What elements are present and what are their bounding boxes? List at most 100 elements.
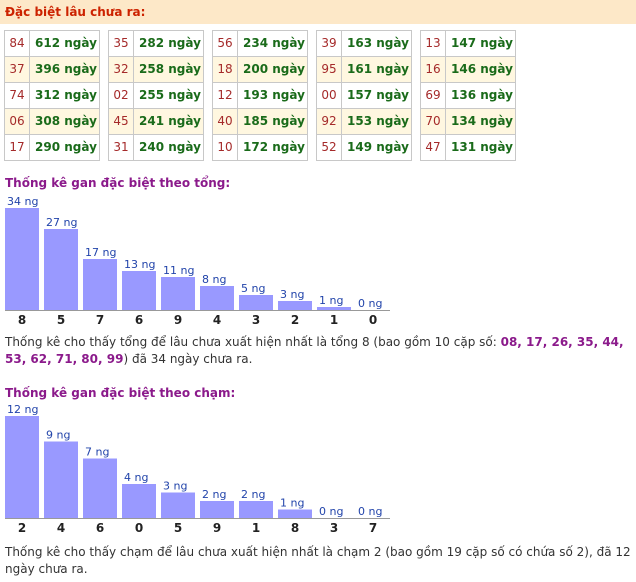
gan-number: 69 — [421, 83, 446, 108]
gan-row: 00 157 ngày — [317, 83, 411, 109]
sum-bar — [83, 259, 117, 310]
gan-days: 134 ngày — [451, 114, 513, 128]
gan-number: 13 — [421, 31, 446, 56]
gan-column: 39 163 ngày 95 161 ngày 00 157 ngày 92 153 ngày… — [316, 30, 412, 161]
gan-row: 70 134 ngày — [421, 109, 515, 135]
gan-days: 161 ngày — [347, 62, 409, 76]
touch-bar-label: 9 ng — [46, 429, 70, 442]
sum-section-title: Thống kê gan đặc biệt theo tổng: — [5, 176, 231, 190]
touch-category-label: 5 — [174, 521, 182, 535]
gan-days: 146 ngày — [451, 62, 513, 76]
touch-bar-label: 0 ng — [358, 505, 382, 518]
touch-bar — [44, 441, 78, 518]
gan-days: 147 ngày — [451, 36, 513, 50]
gan-number: 74 — [5, 83, 30, 108]
sum-bar-label: 5 ng — [241, 282, 265, 295]
sum-category-label: 2 — [291, 313, 299, 327]
sum-bar-label: 17 ng — [85, 246, 116, 259]
gan-number: 17 — [5, 135, 30, 160]
sum-bar — [317, 307, 351, 310]
gan-column: 56 234 ngày 18 200 ngày 12 193 ngày 40 185 ngày… — [212, 30, 308, 161]
gan-number: 32 — [109, 57, 134, 82]
sum-description-numbers: 08, 17, 26, 35, 44, 53, 62, 71, 80, 99 — [5, 335, 624, 366]
gan-number: 02 — [109, 83, 134, 108]
sum-bar-label: 1 ng — [319, 294, 343, 307]
sum-category-label: 0 — [369, 313, 377, 327]
sum-bar — [5, 208, 39, 310]
touch-bar — [278, 509, 312, 518]
gan-column: 13 147 ngày 16 146 ngày 69 136 ngày 70 134 ngày… — [420, 30, 516, 161]
section-header-gan-list: Đặc biệt lâu chưa ra: — [0, 0, 636, 24]
gan-row: 18 200 ngày — [213, 57, 307, 83]
gan-number: 10 — [213, 135, 238, 160]
gan-row: 40 185 ngày — [213, 109, 307, 135]
sum-bar-label: 13 ng — [124, 258, 155, 271]
touch-category-label: 4 — [57, 521, 65, 535]
sum-bar-label: 3 ng — [280, 288, 304, 301]
touch-category-label: 1 — [252, 521, 260, 535]
touch-bar-label: 2 ng — [202, 488, 226, 501]
touch-bar-label: 7 ng — [85, 446, 109, 459]
gan-days: 308 ngày — [35, 114, 97, 128]
gan-days: 157 ngày — [347, 88, 409, 102]
touch-bar — [122, 484, 156, 518]
sum-bar — [239, 295, 273, 310]
gan-number: 12 — [213, 83, 238, 108]
sum-category-label: 9 — [174, 313, 182, 327]
gan-row: 06 308 ngày — [5, 109, 99, 135]
gan-row: 02 255 ngày — [109, 83, 203, 109]
gan-row: 95 161 ngày — [317, 57, 411, 83]
gan-row: 35 282 ngày — [109, 31, 203, 57]
gan-number: 70 — [421, 109, 446, 134]
touch-category-label: 8 — [291, 521, 299, 535]
gan-days: 290 ngày — [35, 140, 97, 154]
gan-days: 136 ngày — [451, 88, 513, 102]
gan-days: 612 ngày — [35, 36, 97, 50]
gan-number: 35 — [109, 31, 134, 56]
gan-days: 200 ngày — [243, 62, 305, 76]
gan-row: 17 290 ngày — [5, 135, 99, 161]
touch-category-label: 7 — [369, 521, 377, 535]
sum-bar — [122, 271, 156, 310]
gan-days: 153 ngày — [347, 114, 409, 128]
gan-number: 31 — [109, 135, 134, 160]
gan-days: 193 ngày — [243, 88, 305, 102]
sum-category-label: 6 — [135, 313, 143, 327]
sum-bar — [200, 286, 234, 310]
gan-days: 396 ngày — [35, 62, 97, 76]
gan-number: 18 — [213, 57, 238, 82]
sum-bar-label: 0 ng — [358, 297, 382, 310]
gan-number: 06 — [5, 109, 30, 134]
touch-category-label: 9 — [213, 521, 221, 535]
gan-days: 131 ngày — [451, 140, 513, 154]
sum-bar — [161, 277, 195, 310]
gan-days: 258 ngày — [139, 62, 201, 76]
sum-bar-label: 34 ng — [7, 195, 38, 208]
touch-bar-label: 3 ng — [163, 480, 187, 493]
touch-bar-chart: 12 ng 2 9 ng 4 7 ng 6 4 ng 0 3 ng 5 2 ng 9 2 ng 1 1 ng… — [0, 402, 400, 536]
gan-days: 172 ngày — [243, 140, 305, 154]
touch-section-title: Thống kê gan đặc biệt theo chạm: — [5, 386, 236, 400]
sum-bar-chart: 34 ng 8 27 ng 5 17 ng 7 13 ng 6 11 ng 9 8 ng 4 5 ng 3… — [0, 194, 400, 328]
gan-row: 39 163 ngày — [317, 31, 411, 57]
gan-row: 13 147 ngày — [421, 31, 515, 57]
touch-bar — [83, 458, 117, 518]
touch-bar-label: 2 ng — [241, 488, 265, 501]
gan-row: 12 193 ngày — [213, 83, 307, 109]
touch-bar-label: 0 ng — [319, 505, 343, 518]
gan-days: 185 ngày — [243, 114, 305, 128]
gan-row: 84 612 ngày — [5, 31, 99, 57]
touch-bar — [239, 501, 273, 518]
touch-bar-label: 12 ng — [7, 403, 38, 416]
gan-row: 52 149 ngày — [317, 135, 411, 161]
gan-number: 37 — [5, 57, 30, 82]
sum-category-label: 1 — [330, 313, 338, 327]
sum-bar — [278, 301, 312, 310]
touch-category-label: 6 — [96, 521, 104, 535]
touch-bar — [161, 492, 195, 518]
gan-number: 92 — [317, 109, 342, 134]
gan-number: 45 — [109, 109, 134, 134]
sum-category-label: 8 — [18, 313, 26, 327]
gan-number: 40 — [213, 109, 238, 134]
